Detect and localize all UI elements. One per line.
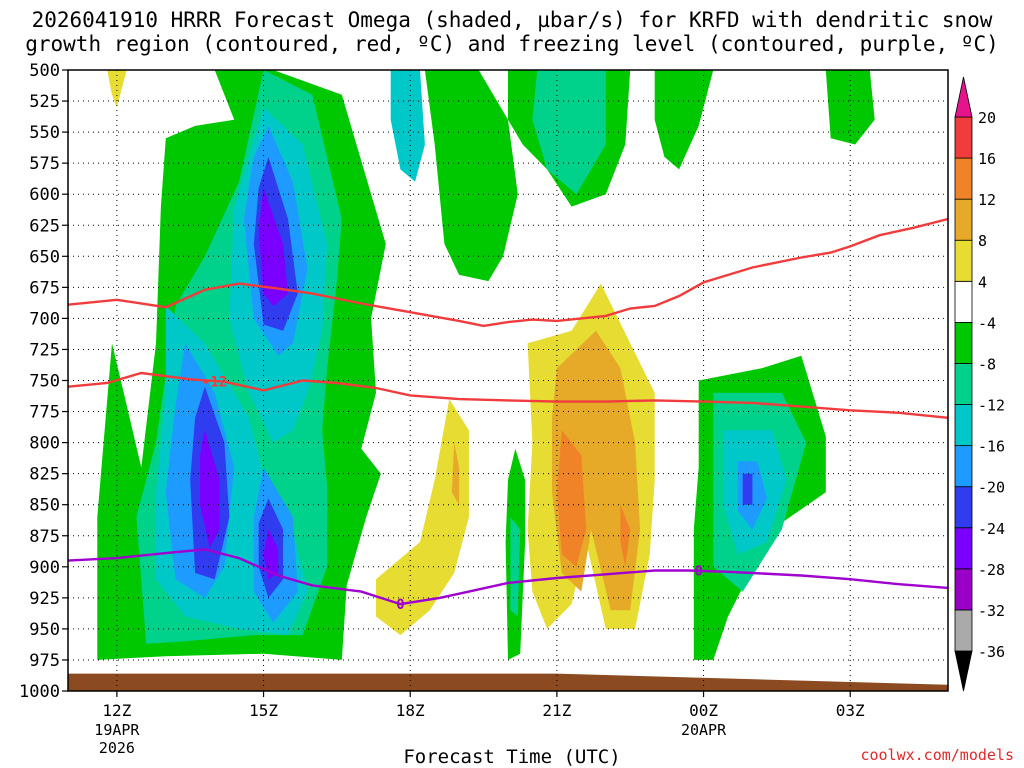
colorbar-swatch: [954, 363, 973, 405]
omega-region: [376, 399, 469, 636]
y-tick-label: 975: [29, 651, 60, 671]
omega-region: [200, 430, 220, 549]
colorbar-label: 20: [978, 109, 996, 127]
y-tick-label: 800: [29, 434, 60, 454]
x-tick-label: 03Z: [836, 701, 865, 720]
colorbar-label: 4: [978, 273, 987, 291]
colorbar-label: -20: [978, 479, 1005, 497]
y-tick-label: 575: [29, 154, 60, 174]
omega-region: [532, 70, 606, 195]
dgz-contour-line: [67, 217, 949, 328]
omega-region: [424, 70, 518, 282]
y-tick-label: 1000: [19, 682, 60, 702]
dgz-contour-line: [67, 371, 949, 419]
colorbar-label: -12: [978, 397, 1005, 415]
y-tick-label: 850: [29, 496, 60, 516]
colorbar-label: 12: [978, 191, 996, 209]
omega-region: [742, 473, 753, 505]
x-tick-label: 21Z: [542, 701, 571, 720]
y-tick-label: 650: [29, 247, 60, 267]
omega-region: [825, 70, 875, 145]
y-tick-label: 500: [29, 61, 60, 81]
omega-region: [654, 70, 714, 170]
contour-label: -12: [202, 375, 227, 391]
y-tick-label: 900: [29, 558, 60, 578]
colorbar-label: -36: [978, 643, 1005, 661]
colorbar-label: -24: [978, 520, 1005, 538]
x-tick-sublabel: 19APR: [94, 721, 140, 739]
colorbar-swatch: [954, 321, 973, 364]
colorbar-swatch: [954, 280, 973, 323]
y-tick-label: 525: [29, 92, 60, 112]
contour-label: 0: [694, 564, 702, 580]
x-tick-label: 12Z: [102, 701, 131, 720]
colorbar-label: 16: [978, 150, 996, 168]
colorbar-top-arrow: [954, 76, 973, 118]
colorbar-swatch: [954, 445, 973, 488]
y-tick-label: 675: [29, 278, 60, 298]
y-tick-label: 750: [29, 372, 60, 392]
colorbar-swatch: [954, 239, 973, 282]
omega-region: [451, 442, 460, 505]
omega-region: [620, 504, 631, 567]
y-tick-label: 775: [29, 403, 60, 423]
omega-region: [107, 70, 127, 108]
y-tick-label: 950: [29, 620, 60, 640]
x-axis-label: Forecast Time (UTC): [403, 746, 621, 768]
watermark: coolwx.com/models: [860, 746, 1014, 764]
omega-region: [258, 188, 288, 306]
colorbar-swatch: [954, 116, 973, 159]
omega-region: [263, 529, 279, 580]
colorbar-swatch: [954, 486, 973, 529]
ground-fill: [68, 673, 948, 691]
colorbar-swatch: [954, 609, 973, 652]
colorbar-label: 8: [978, 232, 987, 250]
freezing-level-line: [67, 548, 949, 606]
x-tick-label: 15Z: [249, 701, 278, 720]
colorbar-swatch: [954, 198, 973, 241]
x-tick-sublabel: 20APR: [681, 721, 727, 739]
x-tick-label: 18Z: [396, 701, 425, 720]
y-tick-label: 700: [29, 309, 60, 329]
colorbar-swatch: [954, 157, 973, 200]
y-tick-label: 875: [29, 527, 60, 547]
omega-region: [556, 430, 587, 567]
y-tick-label: 625: [29, 216, 60, 236]
y-tick-label: 725: [29, 340, 60, 360]
contour-label: 0: [396, 597, 404, 613]
chart-title: 2026041910 HRRR Forecast Omega (shaded, …: [25, 8, 999, 56]
colorbar-swatch: [954, 568, 973, 611]
y-tick-label: 600: [29, 185, 60, 205]
colorbar-label: -16: [978, 438, 1005, 456]
omega-region: [510, 517, 521, 617]
colorbar-label: -32: [978, 602, 1005, 620]
x-tick-sublabel: 2026: [99, 739, 135, 757]
colorbar-label: -8: [978, 355, 996, 373]
y-tick-label: 925: [29, 589, 60, 609]
y-tick-label: 550: [29, 123, 60, 143]
colorbar-label: -4: [978, 314, 996, 332]
colorbar-swatch: [954, 527, 973, 570]
x-tick-label: 00Z: [689, 701, 718, 720]
omega-region: [390, 70, 425, 182]
y-tick-label: 825: [29, 465, 60, 485]
colorbar-bottom-arrow: [954, 650, 973, 692]
colorbar-swatch: [954, 404, 973, 447]
colorbar-label: -28: [978, 561, 1005, 579]
